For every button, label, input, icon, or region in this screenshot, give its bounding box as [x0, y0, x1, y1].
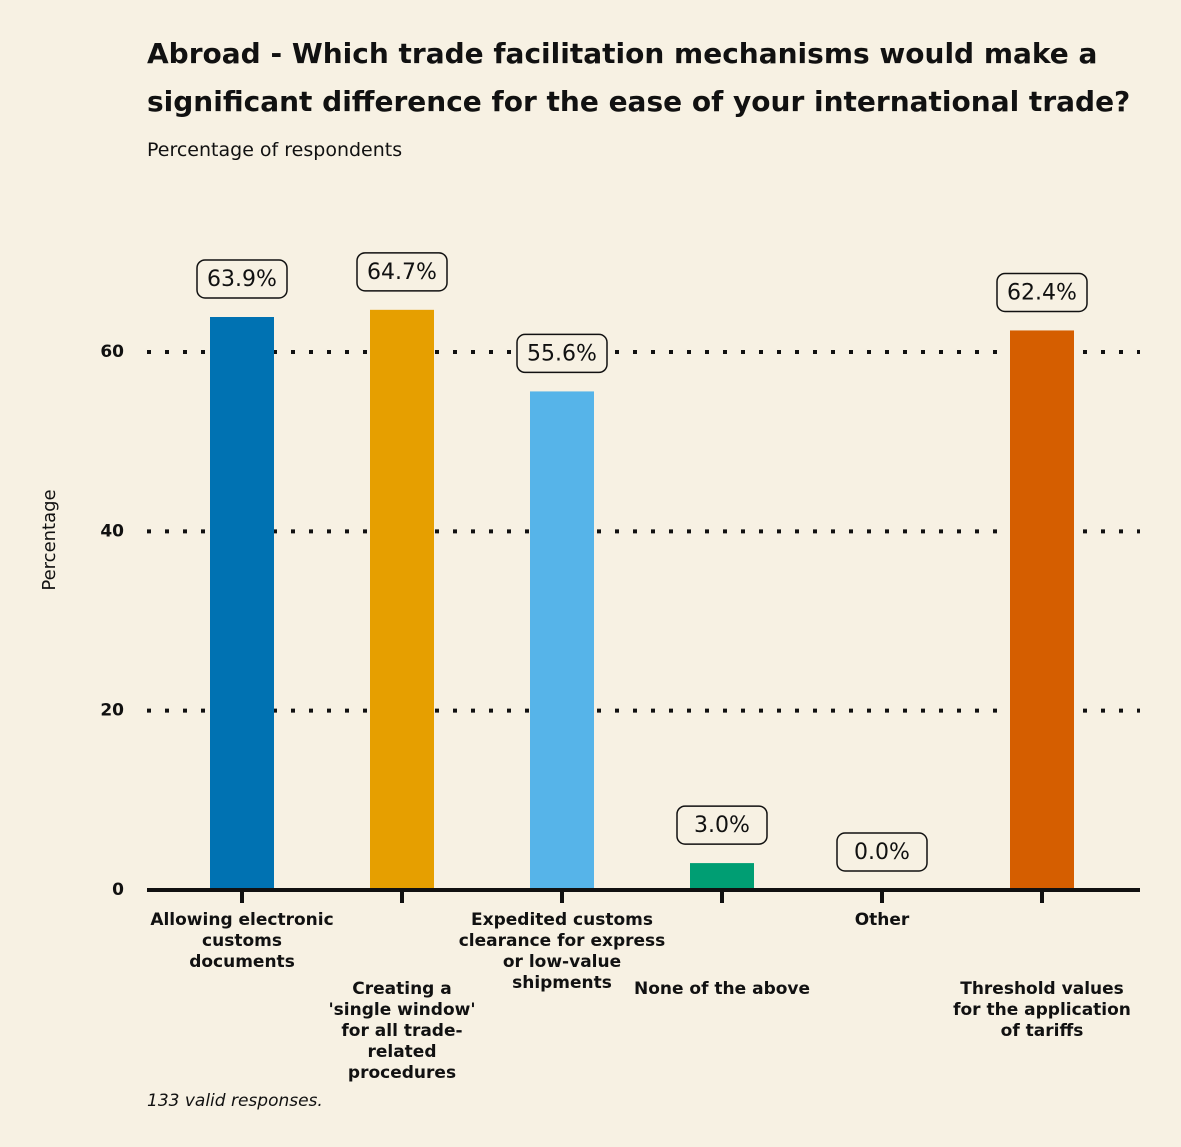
x-tick-label: Expedited customs clearance for express … [458, 910, 666, 993]
y-axis-label: Percentage [39, 489, 60, 590]
bar [1010, 330, 1074, 890]
bar [370, 309, 434, 890]
value-label: 64.7% [367, 260, 437, 285]
footnote: 133 valid responses. [147, 1091, 323, 1111]
x-tick-label: Threshold values for the application of … [953, 979, 1131, 1041]
chart-title: Abroad - Which trade facilitation mechan… [147, 37, 1131, 118]
value-label: 3.0% [694, 813, 750, 838]
y-tick-label: 0 [112, 880, 124, 900]
value-label-box [996, 272, 1088, 313]
value-label-box [676, 805, 768, 845]
chart-subtitle: Percentage of respondents [147, 139, 403, 161]
x-tick-label: Other [854, 910, 910, 930]
bar [690, 863, 754, 890]
value-label-box [196, 259, 288, 299]
x-tick-label: Allowing electronic customs documents [150, 910, 334, 972]
y-tick-label: 40 [100, 521, 124, 541]
value-label-box [836, 832, 928, 872]
y-tick-label: 60 [100, 342, 124, 362]
bar [530, 391, 594, 890]
x-tick-label: None of the above [633, 979, 811, 999]
value-label-box [516, 333, 608, 374]
value-label: 62.4% [1007, 280, 1077, 305]
value-label: 63.9% [207, 267, 277, 292]
x-tick-label: Creating a 'single window' for all trade… [328, 979, 476, 1083]
value-label: 55.6% [527, 341, 597, 366]
y-tick-label: 20 [100, 701, 124, 721]
value-label: 0.0% [854, 840, 910, 865]
bar [210, 316, 274, 890]
value-label-box [356, 252, 448, 292]
